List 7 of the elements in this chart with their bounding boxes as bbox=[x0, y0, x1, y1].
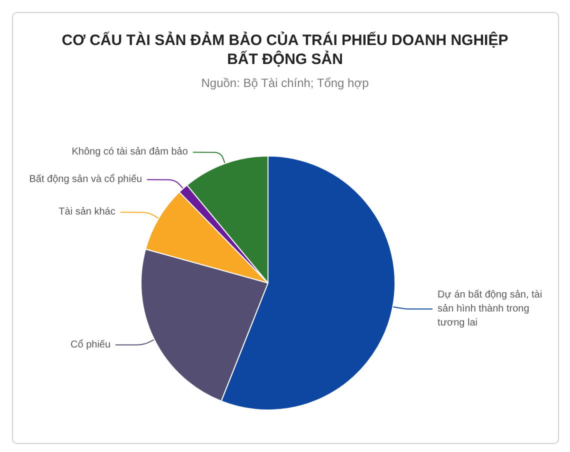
slice-label: Bất động sản và cổ phiếu bbox=[29, 173, 142, 186]
slice-label: Cổ phiếu bbox=[70, 338, 111, 350]
chart-subtitle: Nguồn: Bộ Tài chính; Tổng hợp bbox=[201, 76, 370, 90]
chart-title: CƠ CẤU TÀI SẢN ĐẢM BẢO CỦA TRÁI PHIẾU DOANH NGHIỆP BẤT ĐỘNG SẢN bbox=[62, 31, 508, 68]
slice-label: Không có tài sản đảm bảo bbox=[72, 146, 188, 158]
slice-label: Dự án bất động sản, tài sản hình thành trong tương lai bbox=[438, 290, 542, 329]
slice-label: Tài sản khác bbox=[58, 206, 116, 218]
